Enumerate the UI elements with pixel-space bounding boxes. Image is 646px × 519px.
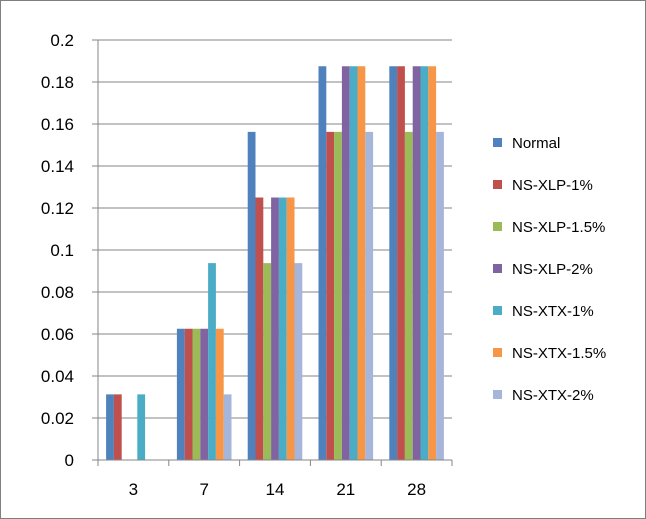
y-tick-label: 0.2 bbox=[50, 31, 74, 50]
legend-label: NS-XLP-1.5% bbox=[512, 219, 605, 236]
bar bbox=[200, 328, 209, 460]
bar bbox=[137, 394, 146, 460]
bar bbox=[428, 66, 437, 460]
legend-swatch bbox=[493, 348, 502, 357]
bar bbox=[436, 131, 444, 460]
legend-swatch bbox=[493, 222, 502, 231]
bar bbox=[412, 66, 421, 460]
y-tick-label: 0.02 bbox=[41, 409, 74, 428]
bar bbox=[341, 66, 350, 460]
bar bbox=[176, 328, 185, 460]
y-tick-label: 0.16 bbox=[41, 115, 74, 134]
bar bbox=[349, 66, 358, 460]
bar bbox=[208, 263, 216, 460]
bar bbox=[271, 197, 279, 460]
x-tick-label: 3 bbox=[129, 480, 138, 499]
bar bbox=[223, 394, 232, 460]
bar bbox=[420, 66, 429, 460]
bar bbox=[389, 66, 398, 460]
y-tick-label: 0.18 bbox=[41, 73, 74, 92]
legend-swatch bbox=[493, 390, 502, 399]
y-tick-label: 0.12 bbox=[41, 199, 74, 218]
bar bbox=[192, 328, 201, 460]
bar bbox=[357, 66, 366, 460]
bar bbox=[215, 328, 224, 460]
legend-label: NS-XLP-2% bbox=[512, 261, 593, 278]
legend-swatch bbox=[493, 138, 502, 147]
x-tick-label: 21 bbox=[336, 480, 355, 499]
bar bbox=[326, 131, 335, 460]
y-tick-label: 0.1 bbox=[50, 241, 74, 260]
y-tick-label: 0 bbox=[65, 451, 74, 470]
bar bbox=[255, 197, 264, 460]
bar bbox=[263, 263, 272, 460]
x-tick-label: 28 bbox=[407, 480, 426, 499]
x-axis-ticks: 3 7 14 21 28 bbox=[97, 460, 453, 499]
legend-swatch bbox=[493, 180, 502, 189]
bar bbox=[397, 66, 405, 460]
y-tick-label: 0.06 bbox=[41, 325, 74, 344]
legend-swatch bbox=[493, 306, 502, 315]
x-tick-label: 7 bbox=[199, 480, 208, 499]
legend-label: Normal bbox=[512, 135, 560, 152]
bar bbox=[286, 197, 295, 460]
x-tick-label: 14 bbox=[266, 480, 285, 499]
bar bbox=[247, 131, 256, 460]
legend-label: NS-XTX-1.5% bbox=[512, 345, 606, 362]
y-tick-label: 0.04 bbox=[41, 367, 74, 386]
bar bbox=[113, 394, 122, 460]
y-tick-label: 0.14 bbox=[41, 157, 74, 176]
bars bbox=[106, 66, 444, 460]
bar bbox=[365, 131, 374, 460]
legend-swatch bbox=[493, 264, 502, 273]
axes bbox=[97, 40, 452, 461]
bar bbox=[278, 197, 287, 460]
y-axis-ticks: 0 0.02 0.04 0.06 0.08 0.1 0.12 0.14 0.16 0.18 0.2 bbox=[41, 31, 98, 470]
bar bbox=[318, 66, 327, 460]
bar bbox=[404, 131, 413, 460]
y-tick-label: 0.08 bbox=[41, 283, 74, 302]
legend-label: NS-XTX-2% bbox=[512, 387, 594, 404]
bar bbox=[294, 263, 303, 460]
legend: Normal NS-XLP-1% NS-XLP-1.5% NS-XLP-2% NS-XT… bbox=[493, 135, 606, 404]
legend-label: NS-XTX-1% bbox=[512, 303, 594, 320]
bar bbox=[184, 328, 193, 460]
bar bbox=[106, 394, 114, 460]
bar bbox=[334, 131, 342, 460]
legend-label: NS-XLP-1% bbox=[512, 177, 593, 194]
